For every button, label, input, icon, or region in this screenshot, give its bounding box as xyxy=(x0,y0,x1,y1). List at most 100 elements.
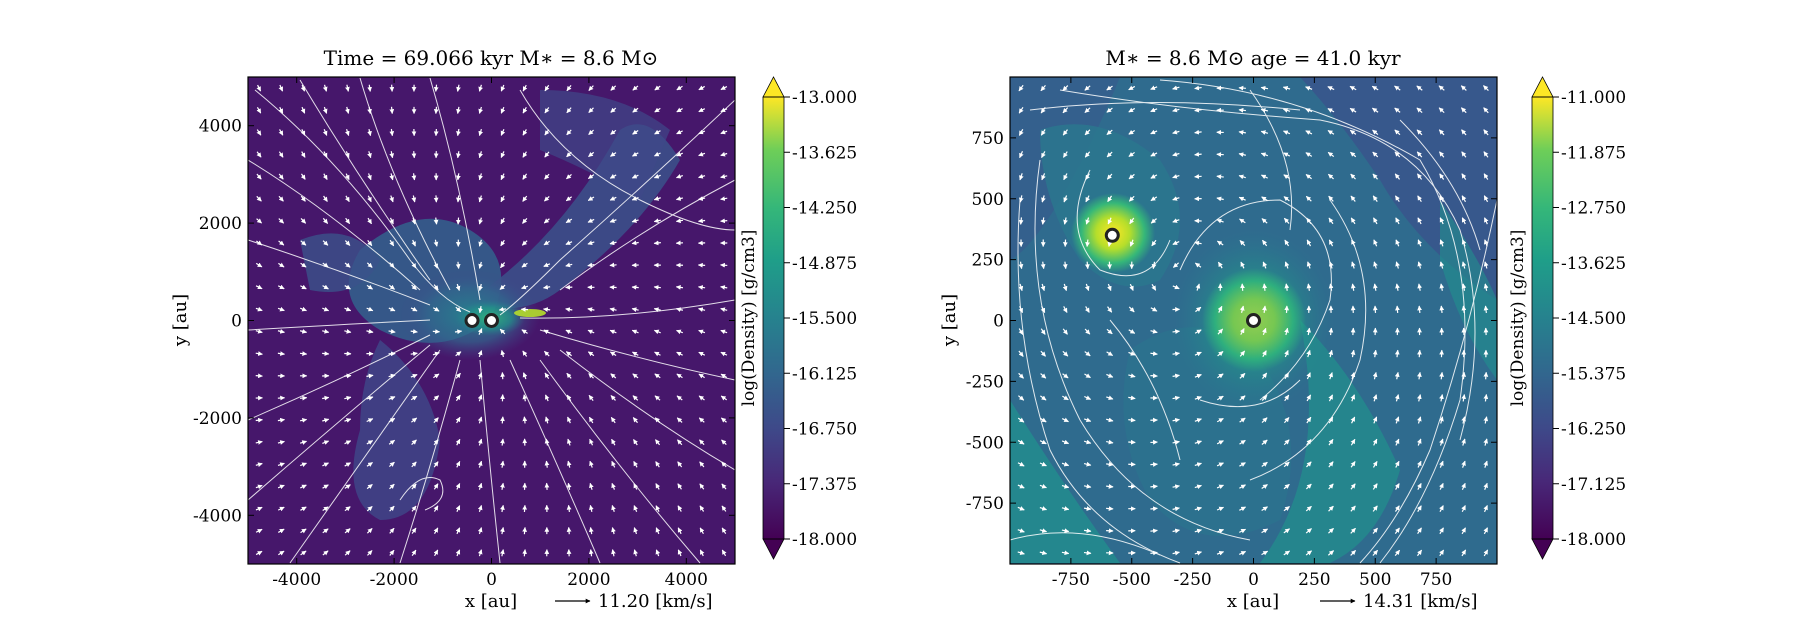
velocity-arrow xyxy=(676,329,684,335)
velocity-arrow xyxy=(1238,152,1246,157)
velocity-arrow xyxy=(455,460,461,468)
velocity-arrow xyxy=(1260,108,1269,113)
y-tick-label: 500 xyxy=(972,190,1004,210)
velocity-arrow xyxy=(322,173,328,180)
velocity-arrow xyxy=(500,217,506,225)
velocity-arrow xyxy=(1350,483,1356,490)
velocity-arrow xyxy=(1416,549,1423,557)
velocity-arrow xyxy=(1062,328,1068,335)
velocity-arrow xyxy=(1283,174,1290,180)
velocity-arrow xyxy=(676,151,683,157)
velocity-arrow xyxy=(278,240,285,246)
velocity-arrow xyxy=(654,351,661,357)
velocity-arrow xyxy=(1216,395,1224,401)
velocity-arrow xyxy=(1260,152,1269,158)
velocity-arrow xyxy=(1018,328,1024,335)
velocity-arrow xyxy=(500,349,506,358)
velocity-arrow xyxy=(587,262,595,268)
velocity-arrow xyxy=(1284,394,1290,402)
velocity-arrow xyxy=(410,306,418,312)
x-tick-label: -4000 xyxy=(272,570,321,590)
velocity-arrow xyxy=(1439,438,1444,446)
velocity-arrow xyxy=(1417,239,1423,247)
velocity-arrow xyxy=(389,483,395,490)
velocity-arrow xyxy=(675,307,684,312)
velocity-arrow xyxy=(1062,283,1068,292)
velocity-arrow xyxy=(388,396,396,401)
velocity-arrow xyxy=(1372,195,1378,202)
velocity-arrow xyxy=(633,439,638,446)
velocity-arrow xyxy=(1394,195,1400,202)
velocity-arrow xyxy=(1018,217,1024,225)
velocity-arrow xyxy=(389,505,395,512)
velocity-arrow xyxy=(500,549,505,557)
velocity-arrow xyxy=(1040,261,1046,270)
velocity-arrow xyxy=(1395,283,1400,291)
velocity-arrow xyxy=(255,506,263,512)
velocity-arrow xyxy=(1172,85,1180,91)
velocity-arrow xyxy=(1483,217,1489,225)
velocity-arrow xyxy=(565,240,573,245)
velocity-arrow xyxy=(1194,440,1202,445)
velocity-arrow xyxy=(609,351,617,357)
velocity-arrow xyxy=(1372,460,1378,468)
velocity-arrow xyxy=(1349,85,1357,91)
velocity-arrow xyxy=(1083,439,1092,445)
velocity-arrow xyxy=(1018,306,1024,314)
velocity-arrow xyxy=(1328,195,1334,202)
velocity-arrow xyxy=(543,329,551,335)
velocity-arrow xyxy=(522,416,528,424)
velocity-arrow xyxy=(455,372,461,379)
velocity-arrow xyxy=(277,440,285,445)
x-tick-label: 250 xyxy=(1298,570,1330,590)
velocity-arrow xyxy=(1394,349,1400,358)
velocity-arrow xyxy=(1172,174,1180,179)
velocity-arrow xyxy=(610,85,617,91)
velocity-arrow xyxy=(1372,505,1378,512)
velocity-arrow xyxy=(698,196,706,201)
velocity-arrow xyxy=(344,484,351,490)
y-tick-label: -2000 xyxy=(193,409,242,429)
velocity-arrow xyxy=(1128,351,1136,356)
velocity-arrow xyxy=(610,395,616,401)
velocity-arrow xyxy=(1129,283,1134,291)
velocity-arrow xyxy=(1018,106,1024,114)
velocity-arrow xyxy=(631,218,639,223)
velocity-arrow xyxy=(345,195,350,203)
velocity-arrow xyxy=(1194,262,1202,268)
y-tick-label: -250 xyxy=(966,372,1004,392)
velocity-arrow xyxy=(1150,107,1158,113)
velocity-arrow xyxy=(543,307,551,312)
velocity-arrow xyxy=(322,240,329,246)
velocity-arrow xyxy=(611,505,616,513)
velocity-arrow xyxy=(278,195,284,202)
velocity-arrow xyxy=(255,484,263,490)
velocity-arrow xyxy=(1439,195,1445,203)
velocity-arrow xyxy=(1438,107,1445,114)
velocity-arrow xyxy=(1018,350,1024,357)
velocity-arrow xyxy=(344,284,351,290)
velocity-arrow xyxy=(256,129,262,136)
velocity-arrow xyxy=(1238,85,1246,91)
velocity-arrow xyxy=(1260,174,1268,180)
velocity-arrow xyxy=(566,151,572,158)
velocity-arrow xyxy=(478,151,484,159)
velocity-arrow xyxy=(1328,217,1334,225)
velocity-arrow xyxy=(1261,550,1269,556)
velocity-arrow xyxy=(610,107,617,113)
velocity-arrow xyxy=(388,306,396,312)
velocity-arrow xyxy=(1085,261,1090,270)
velocity-arrow xyxy=(456,84,461,92)
velocity-arrow xyxy=(1461,505,1466,513)
velocity-arrow xyxy=(1238,130,1246,135)
velocity-arrow xyxy=(1106,351,1114,357)
velocity-arrow xyxy=(1395,261,1400,269)
velocity-arrow xyxy=(720,151,728,157)
velocity-arrow xyxy=(1261,528,1268,534)
velocity-arrow xyxy=(653,285,661,290)
velocity-arrow xyxy=(300,484,307,490)
velocity-arrow xyxy=(1417,217,1423,225)
sink-particle xyxy=(1104,227,1120,243)
velocity-arrow xyxy=(588,107,594,114)
velocity-arrow xyxy=(655,527,661,535)
